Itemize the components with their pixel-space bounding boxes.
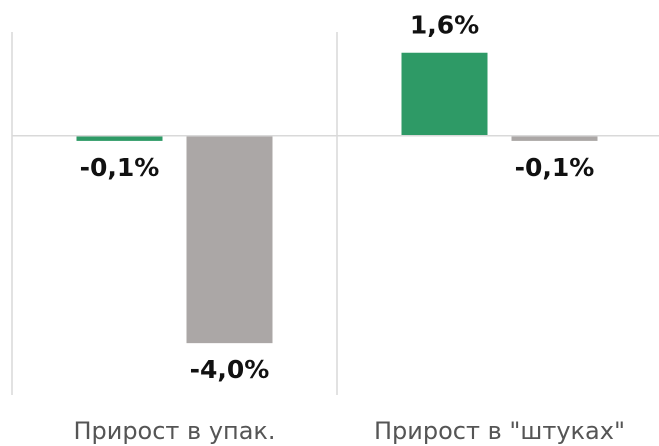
bar [401,52,488,136]
bar [76,135,163,141]
bar [186,135,273,344]
data-label: -0,1% [80,153,160,182]
data-label: -4,0% [190,355,270,384]
x-tick-label: Прирост в "штуках" [374,417,625,445]
x-tick-label: Прирост в упак. [73,417,275,445]
bar [511,135,598,141]
data-label: -0,1% [515,153,595,182]
data-label: 1,6% [410,11,479,40]
